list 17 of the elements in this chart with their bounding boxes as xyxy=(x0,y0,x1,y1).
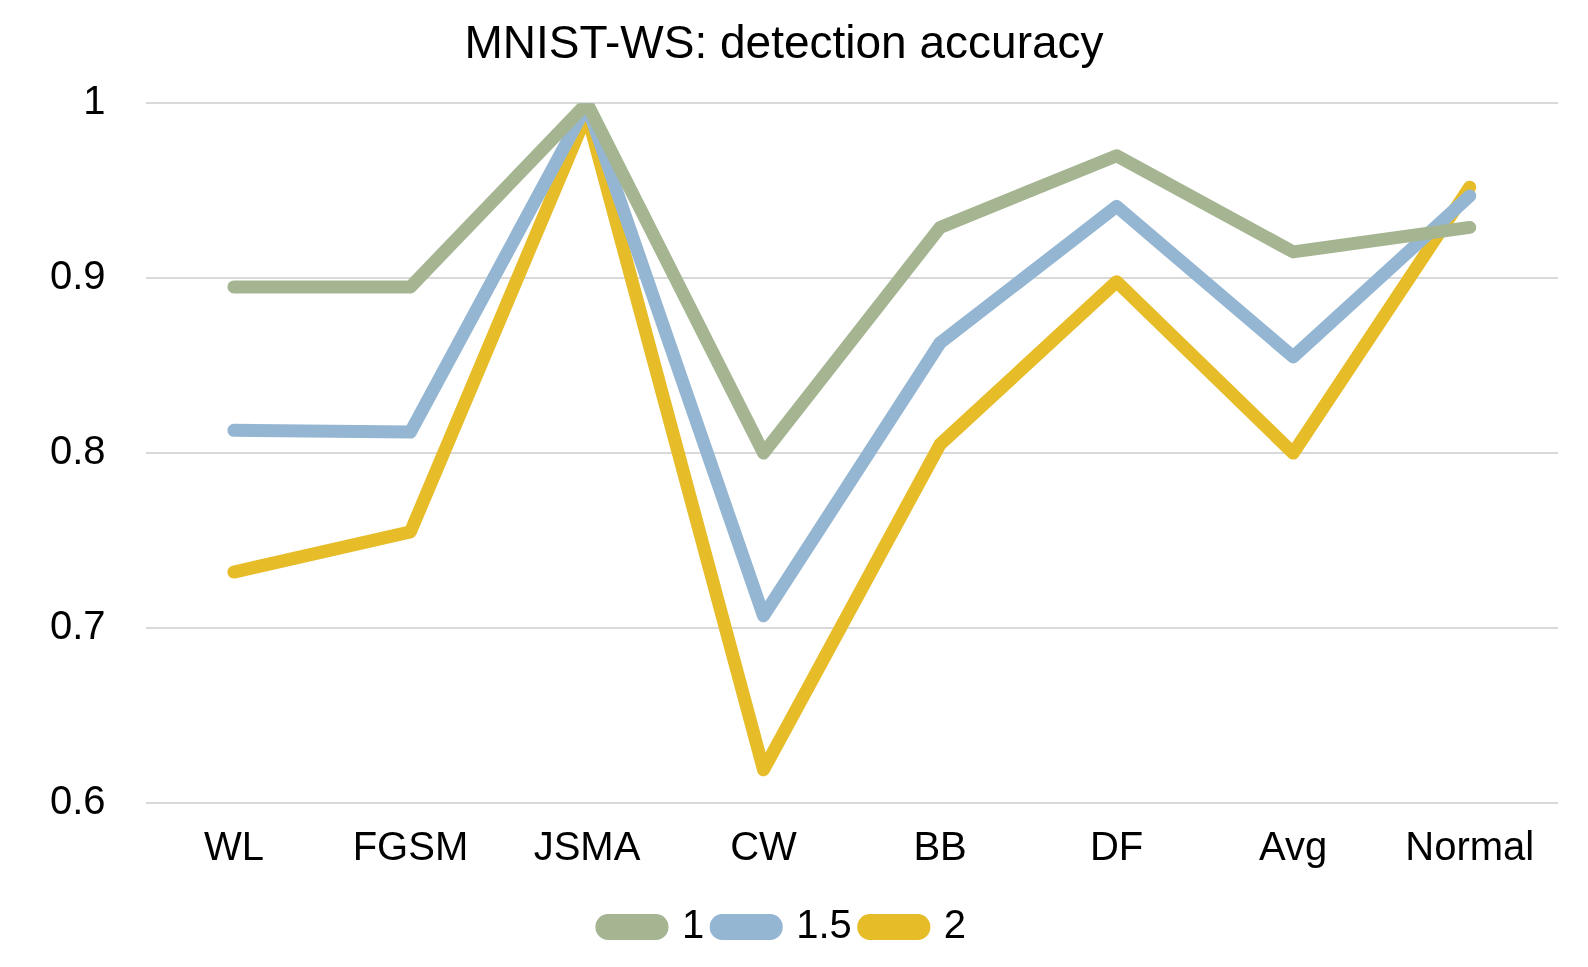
x-tick-label: CW xyxy=(730,824,798,869)
x-tick-label: DF xyxy=(1089,824,1144,869)
x-tick-label: Avg xyxy=(1259,824,1328,869)
legend-label: 1 xyxy=(681,902,705,947)
y-tick-label: 0.9 xyxy=(50,253,106,298)
x-tick-label: WL xyxy=(203,824,264,869)
y-tick-label: 0.8 xyxy=(50,428,106,473)
y-tick-label: 0.7 xyxy=(50,603,106,648)
chart-title: MNIST-WS: detection accuracy xyxy=(464,16,1104,69)
legend-label: 1.5 xyxy=(796,902,852,947)
y-tick-label: 1 xyxy=(83,78,106,123)
x-tick-label: FGSM xyxy=(352,824,469,869)
x-tick-label: BB xyxy=(913,824,967,869)
legend-label: 2 xyxy=(943,902,967,947)
x-tick-label: Normal xyxy=(1405,824,1535,869)
x-tick-label: JSMA xyxy=(533,824,641,869)
y-tick-label: 0.6 xyxy=(50,778,106,823)
